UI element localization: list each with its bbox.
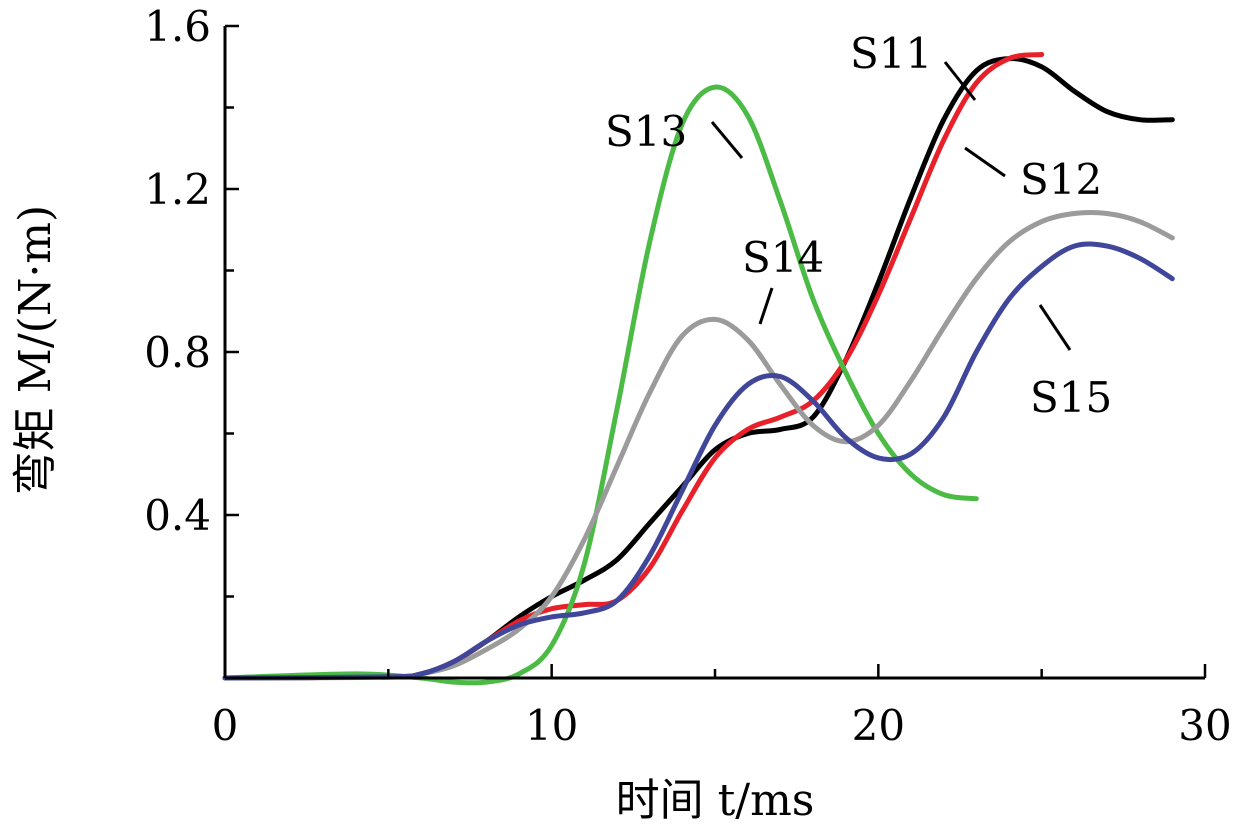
y-tick-label: 0.8 (144, 328, 211, 377)
y-tick-label: 0.4 (144, 491, 211, 540)
series-layer (222, 52, 1175, 686)
x-tick-label: 30 (1178, 701, 1231, 750)
series-line-s13 (222, 84, 979, 686)
ticks-layer: 0 10 20 30 0.4 0.8 1.2 1.6 (144, 2, 1232, 750)
series-label-s13: S13 (605, 107, 687, 156)
leader-line-s14 (758, 287, 774, 325)
x-tick-label: 20 (852, 701, 905, 750)
leader-line-s13 (710, 121, 744, 159)
leader-line-s11 (943, 61, 977, 101)
series-line-s14 (222, 209, 1175, 681)
y-tick-label: 1.2 (144, 165, 211, 214)
series-line-s11 (222, 56, 1175, 681)
series-label-s15: S15 (1030, 373, 1112, 422)
x-tick-label: 0 (212, 701, 239, 750)
series-labels: S11 S12 S13 S14 S15 (605, 29, 1112, 422)
y-axis-title: 弯矩 M/(N·m) (10, 205, 61, 495)
x-axis-title: 时间 t/ms (616, 775, 815, 825)
leader-line-s12 (964, 146, 1006, 178)
series-label-s12: S12 (1020, 155, 1102, 204)
leader-line-s15 (1038, 304, 1072, 351)
x-tick-label: 10 (525, 701, 578, 750)
series-label-s11: S11 (850, 29, 932, 78)
series-line-s15 (222, 241, 1175, 681)
y-tick-label: 1.6 (144, 2, 211, 51)
series-label-s14: S14 (742, 233, 824, 282)
